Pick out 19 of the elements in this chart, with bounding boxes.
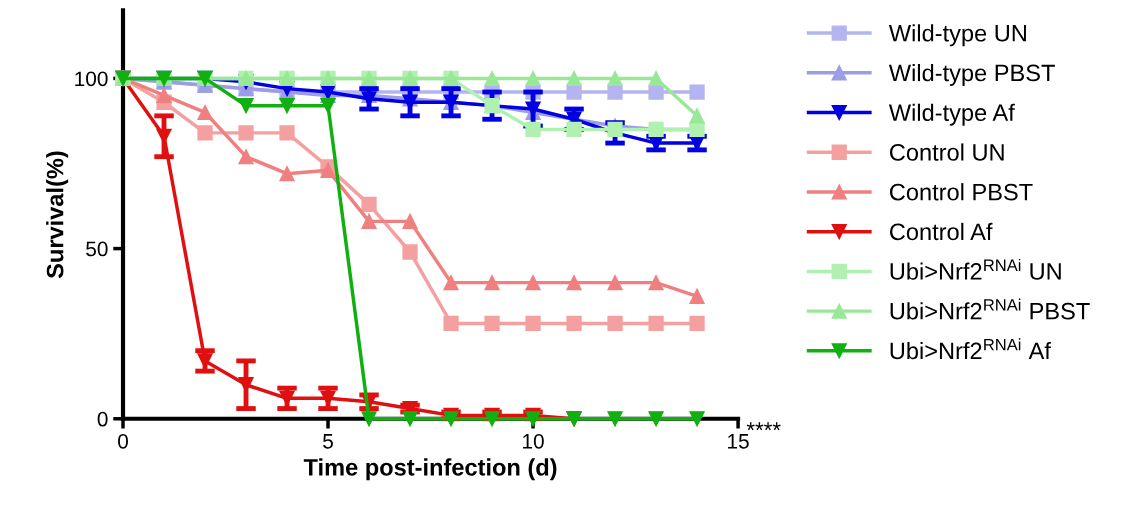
legend-label: Control PBST	[890, 183, 1033, 201]
x-tick-label: 10	[523, 433, 544, 449]
y-tick-label: 0	[97, 411, 108, 427]
x-tick-label: 5	[323, 434, 333, 449]
legend-label: Ubi>Nrf2$^{RNAi}$ PBST	[890, 298, 1090, 320]
x-tick-label: 15	[728, 434, 749, 449]
legend-label: Ubi>Nrf2$^{RNAi}$ Af	[890, 338, 1051, 360]
x-axis-title: Time post-infection (d)	[303, 458, 557, 481]
y-axis-title: Survival(%)	[46, 151, 69, 279]
legend-label: Control UN	[890, 143, 1004, 161]
legend-label: Wild-type UN	[888, 24, 1026, 47]
legend-label: Wild-type Af	[888, 103, 1015, 126]
y-tick-label: 50	[86, 241, 108, 257]
legend-label: Ubi>Nrf2$^{RNAi}$ UN	[890, 258, 1061, 280]
y-tick-label: 100	[75, 71, 108, 87]
text: ****	[746, 422, 781, 431]
legend-label: Wild-type PBST	[888, 63, 1055, 86]
x-tick-label: 0	[118, 433, 128, 449]
legend-label: Control Af	[890, 222, 993, 241]
